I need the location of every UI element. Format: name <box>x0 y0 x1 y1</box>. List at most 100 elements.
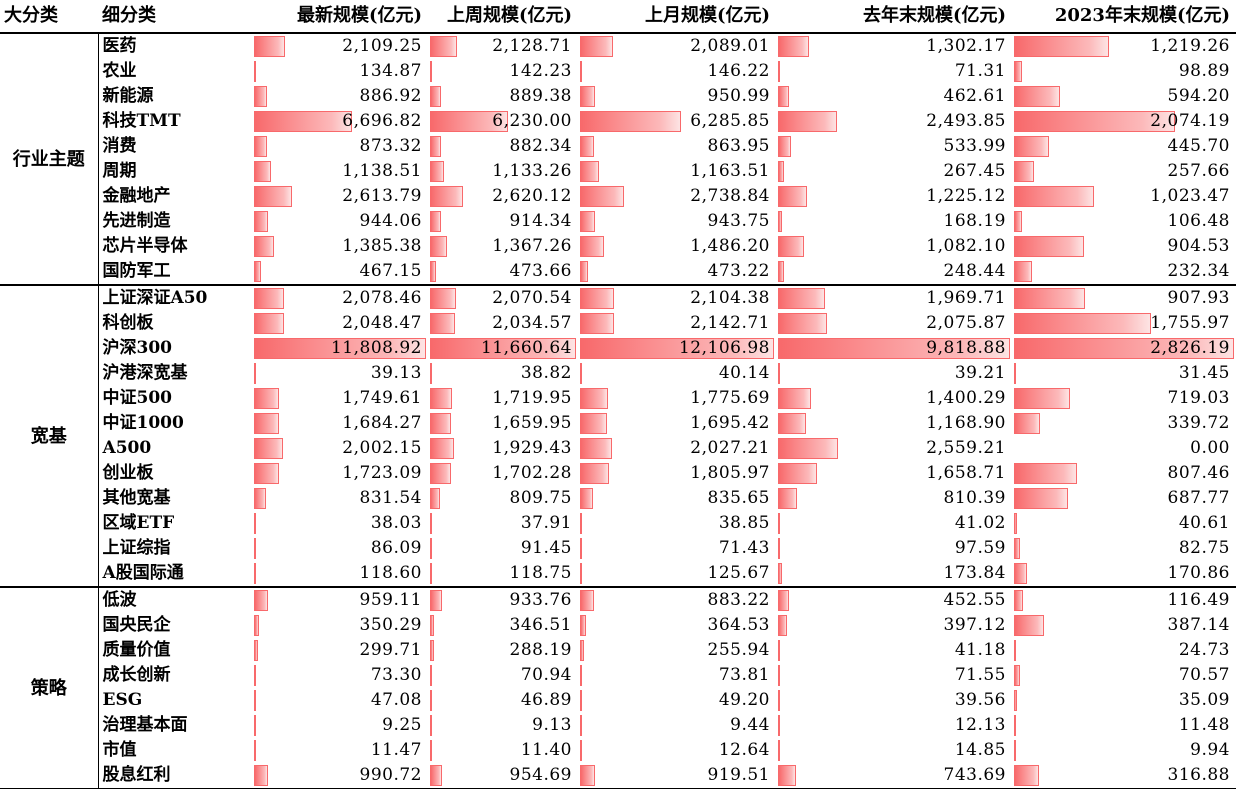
value-text: 86.09 <box>370 538 422 558</box>
value-text: 70.94 <box>520 665 572 685</box>
value-text: 70.57 <box>1178 665 1230 685</box>
value-text: 2,738.84 <box>690 186 770 206</box>
value-text: 445.70 <box>1167 136 1230 156</box>
data-bar <box>254 563 256 584</box>
value-text: 467.15 <box>359 261 422 281</box>
value-text: 71.55 <box>954 665 1006 685</box>
value-cell-last-week: 142.23 <box>428 59 578 84</box>
value-cell-last-week: 2,034.57 <box>428 311 578 336</box>
value-text: 9,818.88 <box>926 338 1006 358</box>
subcategory-cell: 低波 <box>102 590 137 610</box>
value-text: 1,749.61 <box>342 388 422 408</box>
value-text: 2,109.25 <box>342 36 422 56</box>
data-bar <box>580 690 582 711</box>
value-cell-end-2023: 904.53 <box>1012 234 1236 259</box>
value-cell-last-month: 1,775.69 <box>578 386 776 411</box>
data-bar <box>580 665 582 686</box>
table-row: 市值 11.47 11.40 12.64 14.85 9.94 <box>0 738 1236 763</box>
value-text: 933.76 <box>509 590 572 610</box>
data-bar <box>778 136 791 157</box>
value-cell-last-year-end: 533.99 <box>776 134 1012 159</box>
data-bar <box>778 463 818 484</box>
data-bar <box>430 690 432 711</box>
table-row: 创业板 1,723.09 1,702.28 1,805.97 1,658.71 807.4… <box>0 461 1236 486</box>
value-cell-last-week: 882.34 <box>428 134 578 159</box>
data-bar <box>580 363 582 384</box>
value-text: 9.44 <box>730 715 770 735</box>
value-cell-last-week: 46.89 <box>428 688 578 713</box>
subcategory-cell: 创业板 <box>102 463 154 483</box>
value-text: 0.00 <box>1190 438 1230 458</box>
value-cell-last-month: 2,104.38 <box>578 285 776 311</box>
data-bar <box>580 438 613 459</box>
data-bar <box>778 665 780 686</box>
value-cell-last-week: 1,133.26 <box>428 159 578 184</box>
table-row: 消费 873.32 882.34 863.95 533.99 445.70 <box>0 134 1236 159</box>
subcategory-cell: 区域ETF <box>102 513 175 533</box>
table-row: 先进制造 944.06 914.34 943.75 168.19 106.48 <box>0 209 1236 234</box>
data-bar <box>1014 288 1085 309</box>
subcategory-cell: 上证深证A50 <box>102 288 208 308</box>
value-cell-end-2023: 257.66 <box>1012 159 1236 184</box>
value-cell-last-year-end: 1,082.10 <box>776 234 1012 259</box>
value-cell-latest: 1,684.27 <box>252 411 428 436</box>
value-text: 1,775.69 <box>690 388 770 408</box>
table-row: 上证综指 86.09 91.45 71.43 97.59 82.75 <box>0 536 1236 561</box>
value-text: 1,658.71 <box>926 463 1006 483</box>
data-bar <box>430 261 436 282</box>
value-text: 594.20 <box>1167 86 1230 106</box>
data-bar <box>778 86 789 107</box>
data-bar <box>430 665 432 686</box>
value-cell-end-2023: 106.48 <box>1012 209 1236 234</box>
data-bar <box>580 338 774 359</box>
value-cell-last-week: 933.76 <box>428 587 578 613</box>
data-bar <box>254 186 293 207</box>
value-cell-last-week: 914.34 <box>428 209 578 234</box>
value-text: 397.12 <box>943 615 1006 635</box>
header-last-month-scale: 上月规模(亿元) <box>578 0 776 34</box>
data-bar <box>430 136 442 157</box>
value-text: 6,285.85 <box>690 111 770 131</box>
data-bar <box>580 488 594 509</box>
data-bar <box>1014 111 1176 132</box>
data-bar <box>430 590 442 611</box>
value-text: 1,225.12 <box>926 186 1006 206</box>
value-text: 904.53 <box>1167 236 1230 256</box>
data-bar <box>1014 538 1021 559</box>
value-cell-last-year-end: 2,493.85 <box>776 109 1012 134</box>
value-cell-last-year-end: 2,075.87 <box>776 311 1012 336</box>
category-cell: 策略 <box>0 587 99 789</box>
data-bar <box>778 438 839 459</box>
value-text: 1,723.09 <box>342 463 422 483</box>
data-bar <box>1014 740 1016 761</box>
value-cell-last-month: 49.20 <box>578 688 776 713</box>
data-bar <box>254 615 260 636</box>
value-text: 2,075.87 <box>926 313 1006 333</box>
data-bar <box>1014 36 1109 57</box>
value-cell-last-month: 38.85 <box>578 511 776 536</box>
value-text: 168.19 <box>943 211 1006 231</box>
value-text: 134.87 <box>359 61 422 81</box>
header-latest-scale: 最新规模(亿元) <box>252 0 428 34</box>
data-bar <box>254 665 256 686</box>
value-text: 257.66 <box>1167 161 1230 181</box>
value-cell-last-week: 1,659.95 <box>428 411 578 436</box>
value-cell-last-year-end: 97.59 <box>776 536 1012 561</box>
value-text: 2,034.57 <box>492 313 572 333</box>
value-text: 14.85 <box>954 740 1006 760</box>
data-bar <box>430 211 442 232</box>
value-cell-latest: 11,808.92 <box>252 336 428 361</box>
table-row: 科创板 2,048.47 2,034.57 2,142.71 2,075.87 1,755… <box>0 311 1236 336</box>
value-text: 387.14 <box>1167 615 1230 635</box>
value-cell-last-month: 125.67 <box>578 561 776 588</box>
header-2023-end-scale: 2023年末规模(亿元) <box>1012 0 1236 34</box>
value-text: 1,719.95 <box>492 388 572 408</box>
value-text: 473.66 <box>509 261 572 281</box>
value-cell-latest: 1,749.61 <box>252 386 428 411</box>
value-cell-end-2023: 40.61 <box>1012 511 1236 536</box>
value-text: 835.65 <box>707 488 770 508</box>
data-bar <box>1014 665 1020 686</box>
table-row: 区域ETF 38.03 37.91 38.85 41.02 40.61 <box>0 511 1236 536</box>
value-text: 39.13 <box>370 363 422 383</box>
value-cell-last-month: 364.53 <box>578 613 776 638</box>
